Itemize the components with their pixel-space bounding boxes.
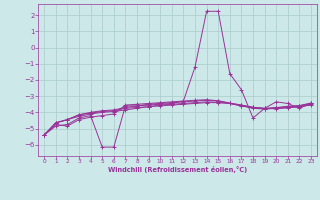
- X-axis label: Windchill (Refroidissement éolien,°C): Windchill (Refroidissement éolien,°C): [108, 166, 247, 173]
